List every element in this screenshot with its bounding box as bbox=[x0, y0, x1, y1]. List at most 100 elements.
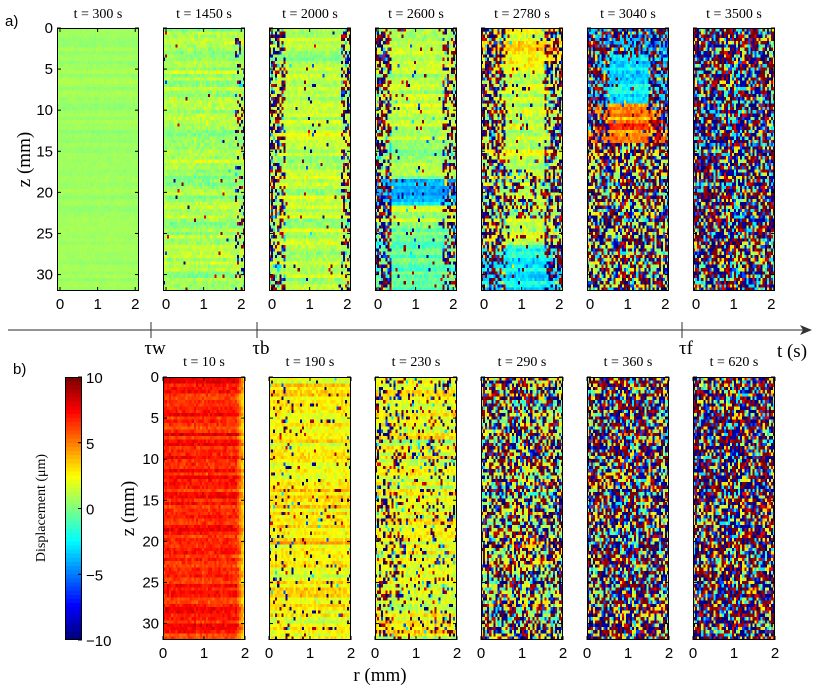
colorbar-label: Displacement (μm) bbox=[34, 454, 49, 563]
colorbar-tick-label: 5 bbox=[86, 436, 94, 453]
timeline-marker-label: τf bbox=[679, 338, 694, 359]
heatmap-panel-a-4 bbox=[481, 28, 563, 291]
y-tick-label: 5 bbox=[151, 410, 159, 427]
panel-title: t = 290 s bbox=[498, 355, 547, 370]
y-tick-label: 5 bbox=[45, 61, 53, 78]
panel-title: t = 2000 s bbox=[282, 7, 338, 22]
y-axis-label: z (mm) bbox=[14, 132, 35, 187]
x-tick-label: 0 bbox=[689, 645, 697, 662]
heatmap-panel-a-6 bbox=[693, 28, 775, 291]
panel-title: t = 10 s bbox=[183, 355, 225, 370]
panel-title: t = 300 s bbox=[74, 7, 123, 22]
heatmap-panel-a-5 bbox=[587, 28, 669, 291]
x-axis-label: r (mm) bbox=[353, 665, 406, 686]
panel-title: t = 2780 s bbox=[494, 7, 550, 22]
panel-title: t = 3040 s bbox=[600, 7, 656, 22]
x-tick-label: 0 bbox=[159, 645, 167, 662]
x-tick-label: 0 bbox=[583, 645, 591, 662]
timeline-marker-label: τw bbox=[144, 338, 166, 359]
x-tick-label: 1 bbox=[730, 645, 738, 662]
heatmap-panel-b-4 bbox=[587, 377, 669, 640]
x-tick-label: 1 bbox=[411, 296, 419, 313]
y-tick-label: 20 bbox=[36, 184, 53, 201]
x-tick-label: 2 bbox=[347, 645, 355, 662]
y-tick-label: 10 bbox=[142, 451, 159, 468]
panel-frame bbox=[481, 377, 563, 640]
y-tick-label: 15 bbox=[142, 492, 159, 509]
x-tick-label: 0 bbox=[586, 296, 594, 313]
x-tick-label: 1 bbox=[624, 645, 632, 662]
y-tick-label: 0 bbox=[151, 369, 159, 386]
timeline-label: t (s) bbox=[777, 341, 807, 362]
y-axis-label: z (mm) bbox=[118, 481, 139, 536]
colorbar bbox=[65, 377, 82, 640]
panel-frame bbox=[269, 28, 351, 291]
heatmap-panel-b-3 bbox=[481, 377, 563, 640]
x-tick-label: 1 bbox=[93, 296, 101, 313]
arrow-head-icon bbox=[800, 325, 812, 335]
x-tick-label: 1 bbox=[412, 645, 420, 662]
panel-frame bbox=[269, 377, 351, 640]
x-tick-label: 1 bbox=[306, 645, 314, 662]
x-tick-label: 1 bbox=[623, 296, 631, 313]
panel-frame bbox=[57, 28, 139, 291]
x-tick-label: 1 bbox=[305, 296, 313, 313]
x-tick-label: 0 bbox=[692, 296, 700, 313]
x-tick-label: 1 bbox=[200, 645, 208, 662]
panel-frame bbox=[693, 28, 775, 291]
panel-frame bbox=[375, 377, 457, 640]
panel-title: t = 1450 s bbox=[176, 7, 232, 22]
panel-label-b: b) bbox=[13, 361, 26, 378]
x-tick-label: 0 bbox=[477, 645, 485, 662]
x-tick-label: 0 bbox=[265, 645, 273, 662]
panel-label-a: a) bbox=[5, 13, 18, 30]
panel-title: t = 2600 s bbox=[388, 7, 444, 22]
panel-title: t = 360 s bbox=[604, 355, 653, 370]
x-tick-label: 0 bbox=[480, 296, 488, 313]
y-tick-label: 20 bbox=[142, 533, 159, 550]
y-tick-label: 0 bbox=[45, 20, 53, 37]
panel-title: t = 190 s bbox=[286, 355, 335, 370]
panel-frame bbox=[587, 28, 669, 291]
x-tick-label: 2 bbox=[661, 296, 669, 313]
y-tick-label: 25 bbox=[36, 225, 53, 242]
x-tick-label: 0 bbox=[56, 296, 64, 313]
y-tick-label: 30 bbox=[142, 616, 159, 633]
x-tick-label: 2 bbox=[453, 645, 461, 662]
panel-title: t = 3500 s bbox=[706, 7, 762, 22]
panel-frame bbox=[587, 377, 669, 640]
colorbar-tick-label: 10 bbox=[86, 370, 103, 387]
heatmap-panel-b-1 bbox=[269, 377, 351, 640]
colorbar-tick-label: −5 bbox=[86, 567, 103, 584]
panel-frame bbox=[481, 28, 563, 291]
heatmap-panel-a-3 bbox=[375, 28, 457, 291]
x-tick-label: 1 bbox=[517, 296, 525, 313]
y-tick-label: 30 bbox=[36, 267, 53, 284]
x-tick-label: 0 bbox=[162, 296, 170, 313]
x-tick-label: 2 bbox=[771, 645, 779, 662]
colorbar-tick-label: 0 bbox=[86, 502, 94, 519]
x-tick-label: 0 bbox=[268, 296, 276, 313]
y-tick-label: 25 bbox=[142, 574, 159, 591]
timeline-marker-label: τb bbox=[252, 338, 269, 359]
x-tick-label: 2 bbox=[449, 296, 457, 313]
x-tick-label: 2 bbox=[237, 296, 245, 313]
heatmap-panel-b-0 bbox=[163, 377, 245, 640]
x-tick-label: 2 bbox=[131, 296, 139, 313]
heatmap-panel-a-2 bbox=[269, 28, 351, 291]
x-tick-label: 2 bbox=[559, 645, 567, 662]
x-tick-label: 2 bbox=[241, 645, 249, 662]
y-tick-label: 10 bbox=[36, 102, 53, 119]
panel-frame bbox=[693, 377, 775, 640]
heatmap-panel-a-1 bbox=[163, 28, 245, 291]
colorbar-tick-label: −10 bbox=[86, 633, 111, 650]
y-tick-label: 15 bbox=[36, 143, 53, 160]
x-tick-label: 1 bbox=[729, 296, 737, 313]
x-tick-label: 1 bbox=[518, 645, 526, 662]
x-tick-label: 2 bbox=[555, 296, 563, 313]
x-tick-label: 2 bbox=[343, 296, 351, 313]
panel-frame bbox=[163, 28, 245, 291]
x-tick-label: 0 bbox=[371, 645, 379, 662]
